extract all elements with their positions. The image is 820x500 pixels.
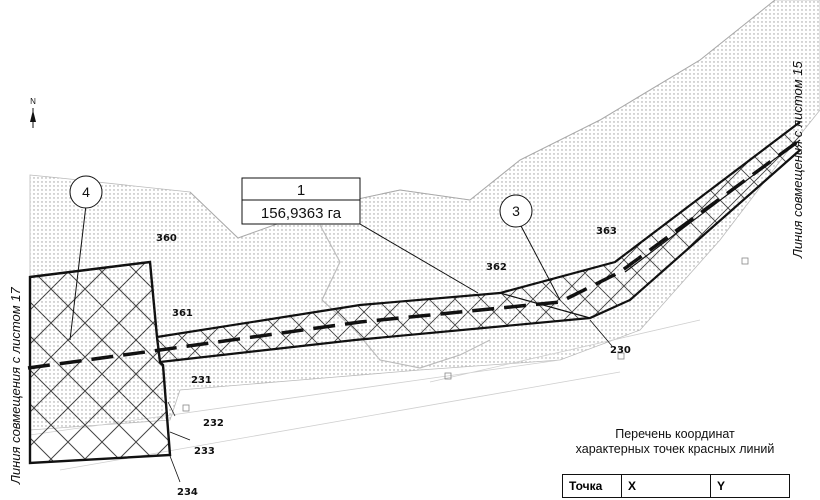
point-label: 234 xyxy=(177,487,198,498)
coord-table: Точка X Y xyxy=(562,474,790,498)
zone-4-parcel xyxy=(28,260,172,465)
point-label: 232 xyxy=(203,418,224,429)
zone-marker-3: 3 xyxy=(499,194,561,301)
point-label: 230 xyxy=(610,345,631,356)
corridor-inner-edge xyxy=(499,292,591,319)
point-label: 231 xyxy=(191,375,212,386)
north-arrow-icon: N xyxy=(30,97,36,128)
area-value: 156,9363 га xyxy=(261,205,342,222)
north-label: N xyxy=(30,97,36,106)
coord-title-line2: характерных точек красных линий xyxy=(575,442,775,456)
coord-table-title: Перечень координат характерных точек кра… xyxy=(545,427,805,457)
point-leaders xyxy=(167,319,613,483)
sheet-link-right: Линия совмещения с листом 15 xyxy=(790,60,805,259)
point-label: 360 xyxy=(156,233,177,244)
sheet-link-left: Линия совмещения с листом 17 xyxy=(8,286,23,485)
point-label: 233 xyxy=(194,446,215,457)
col-header-point: Точка xyxy=(562,474,622,498)
zone-marker-label: 3 xyxy=(512,203,520,219)
area-callout: 1 156,9363 га xyxy=(241,177,479,294)
coord-title-line1: Перечень координат xyxy=(615,427,735,441)
zone-marker-4: 4 xyxy=(69,175,103,341)
grid-markers xyxy=(182,257,749,412)
col-header-y: Y xyxy=(710,474,790,498)
outer-boundary xyxy=(189,0,776,239)
point-label: 362 xyxy=(486,262,507,273)
zone-3-corridor xyxy=(157,122,800,362)
point-label: 361 xyxy=(172,308,193,319)
area-number: 1 xyxy=(297,182,305,199)
road-axis xyxy=(27,138,802,370)
col-header-x: X xyxy=(621,474,711,498)
coord-table-header: Точка X Y xyxy=(562,474,790,498)
gray-contour xyxy=(319,224,491,369)
point-label: 363 xyxy=(596,226,617,237)
zone-marker-label: 4 xyxy=(82,184,90,200)
